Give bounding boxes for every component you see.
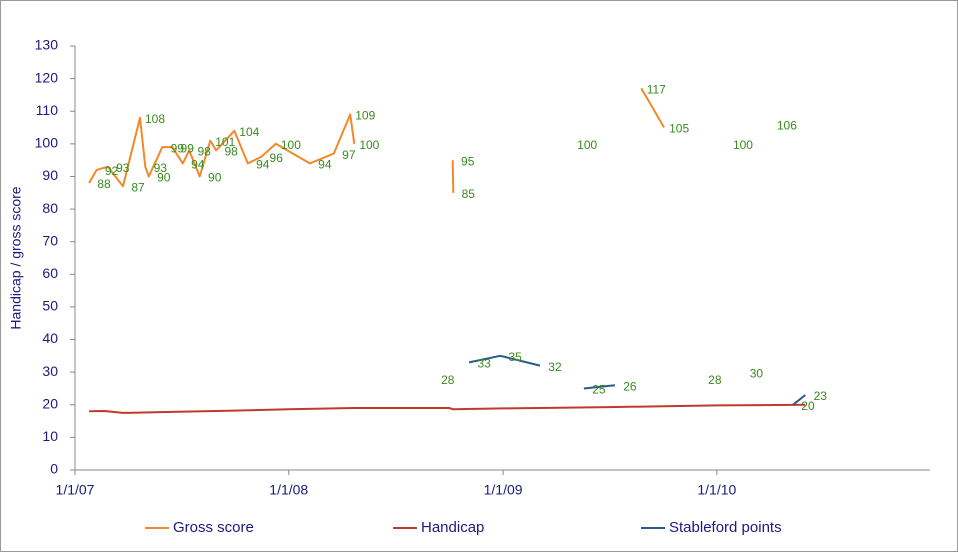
data-label: 92 [105,164,119,178]
y-tick-label: 60 [42,265,58,281]
y-tick-label: 100 [35,135,59,151]
y-tick-label: 20 [42,395,58,411]
data-label: 99 [181,141,195,155]
y-tick-label: 90 [42,167,58,183]
y-tick-label: 120 [35,69,59,85]
data-label: 90 [157,171,171,185]
data-label: 117 [647,83,666,97]
data-label: 95 [461,154,475,168]
data-label: 106 [777,118,797,132]
y-tick-label: 0 [50,461,58,477]
x-tick-label: 1/1/09 [484,482,523,498]
data-label: 98 [224,145,238,159]
data-label: 85 [462,187,476,201]
y-tick-label: 80 [42,200,58,216]
data-label: 104 [239,125,259,139]
data-label: 100 [281,138,301,152]
data-label: 94 [191,158,205,172]
data-label: 96 [270,151,284,165]
legend-label: Handicap [421,519,484,536]
data-label: 87 [131,180,145,194]
data-label: 23 [814,389,828,403]
data-label: 26 [623,379,637,393]
data-label: 100 [359,138,379,152]
y-tick-label: 30 [42,363,58,379]
data-label: 100 [733,138,753,152]
data-label: 94 [256,158,270,172]
y-tick-label: 70 [42,232,58,248]
data-label: 28 [441,373,455,387]
data-label: 93 [154,161,168,175]
x-tick-label: 1/1/08 [269,482,308,498]
data-label: 100 [577,138,597,152]
data-label: 20 [801,399,815,413]
data-label: 28 [708,373,722,387]
data-label: 33 [477,357,491,371]
data-label: 88 [97,177,111,191]
y-tick-label: 110 [36,102,59,118]
data-label: 97 [342,148,356,162]
y-tick-label: 50 [42,298,58,314]
data-label: 105 [669,122,689,136]
data-label: 90 [208,171,222,185]
y-tick-label: 40 [42,330,58,346]
data-label: 30 [750,366,764,380]
data-label: 108 [145,112,165,126]
legend-label: Gross score [173,519,254,536]
data-label: 35 [508,350,522,364]
y-tick-label: 130 [35,37,59,53]
data-label: 109 [355,109,375,123]
x-tick-label: 1/1/07 [56,482,95,498]
y-tick-label: 10 [42,428,58,444]
data-label: 98 [198,145,212,159]
data-label: 93 [116,161,130,175]
data-label: 25 [592,383,606,397]
data-label: 99 [171,141,185,155]
y-axis-title: Handicap / gross score [8,186,24,329]
data-label: 101 [215,135,235,149]
data-label: 94 [318,158,332,172]
series-line [89,403,806,414]
x-tick-label: 1/1/10 [697,482,736,498]
data-label: 32 [548,360,562,374]
legend-label: Stableford points [669,519,782,536]
